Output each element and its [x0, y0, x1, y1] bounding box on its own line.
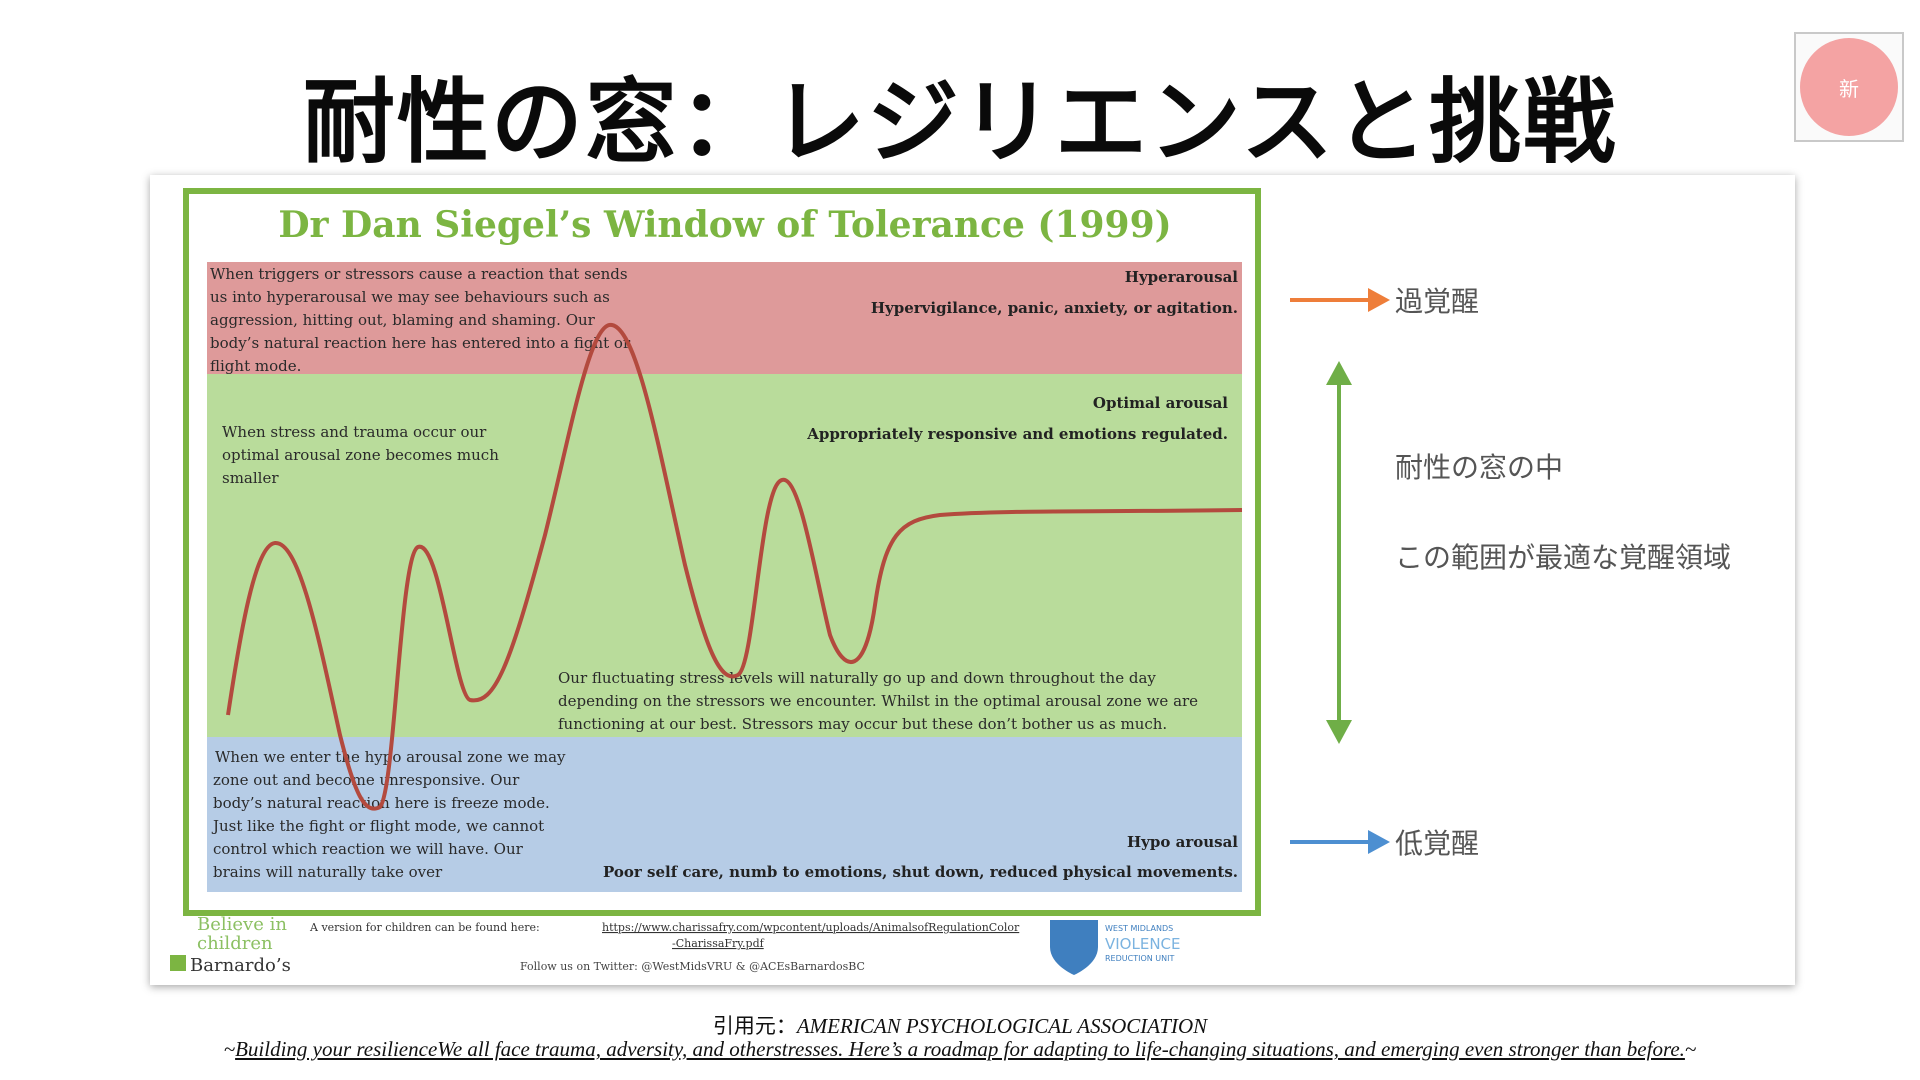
hypo-title: Hypo arousal	[1127, 833, 1238, 851]
source-article: ~Building your resilienceWe all face tra…	[0, 1037, 1920, 1062]
hypo-arrow-icon	[1368, 830, 1390, 854]
hyper-desc-line: flight mode.	[210, 357, 301, 375]
new-badge-frame: 新	[1794, 32, 1904, 142]
citation-prefix: 引用元：	[712, 1014, 797, 1038]
hyper-desc-line: us into hyperarousal we may see behaviou…	[210, 288, 610, 306]
optimal-title: Optimal arousal	[1093, 394, 1228, 412]
slide-title: 耐性の窓：レジリエンスと挑戦	[302, 69, 1618, 176]
hypo-desc-line: Just like the fight or flight mode, we c…	[211, 817, 544, 835]
believe-line-2: children	[197, 933, 273, 954]
version-text: A version for children can be found here…	[309, 921, 540, 934]
arousal-curve	[226, 322, 1243, 811]
vru-line-3: REDUCTION UNIT	[1105, 954, 1174, 963]
version-link-1[interactable]: https://www.charissafry.com/wpcontent/up…	[602, 921, 1020, 934]
version-link-2[interactable]: -CharissaFry.pdf	[672, 937, 765, 950]
citation: 引用元：AMERICAN PSYCHOLOGICAL ASSOCIATION	[0, 1010, 1920, 1040]
hypo-subtitle: Poor self care, numb to emotions, shut d…	[603, 863, 1238, 881]
hyper-desc-line: aggression, hitting out, blaming and sha…	[210, 311, 596, 329]
hypo-label: 低覚醒	[1395, 827, 1479, 860]
optimal-subtitle: Appropriately responsive and emotions re…	[806, 425, 1228, 443]
hyper-desc-line: body’s natural reaction here has entered…	[210, 334, 631, 352]
barnardos-name: Barnardo’s	[190, 955, 291, 976]
hyper-desc-line: When triggers or stressors cause a react…	[210, 265, 628, 283]
inside-window-label: 耐性の窓の中	[1395, 451, 1563, 484]
optimal-bottom-line: Our fluctuating stress levels will natur…	[558, 669, 1156, 687]
optimal-bottom-line: depending on the stressors we encounter.…	[558, 692, 1198, 710]
optimal-left-line: smaller	[222, 469, 279, 487]
figure-canvas: Dr Dan Siegel’s Window of Tolerance (199…	[170, 188, 1731, 976]
optimal-bottom-line: functioning at our best. Stressors may o…	[558, 715, 1167, 733]
citation-source: AMERICAN PSYCHOLOGICAL ASSOCIATION	[796, 1014, 1208, 1038]
tilde-close: ~	[1684, 1037, 1697, 1061]
hypoarousal-zone	[207, 737, 1242, 892]
optimal-left-line: When stress and trauma occur our	[222, 423, 487, 441]
vru-shield-icon	[1050, 920, 1098, 975]
hypo-desc-line: brains will naturally take over	[213, 863, 443, 881]
window-of-tolerance-figure: Dr Dan Siegel’s Window of Tolerance (199…	[150, 175, 1795, 985]
figure-heading: Dr Dan Siegel’s Window of Tolerance (199…	[278, 204, 1171, 246]
hypo-desc-line: zone out and become unresponsive. Our	[213, 771, 520, 789]
window-arrow-up-icon	[1326, 361, 1352, 385]
tilde-open: ~	[223, 1037, 236, 1061]
figure-frame	[183, 188, 1261, 916]
follow-text: Follow us on Twitter: @WestMidsVRU & @AC…	[520, 960, 865, 973]
believe-line-1: Believe in	[197, 914, 287, 935]
optimal-zone	[207, 374, 1242, 737]
article-link[interactable]: Building your resilienceWe all face trau…	[235, 1037, 1685, 1061]
vru-line-2: VIOLENCE	[1105, 935, 1181, 953]
hyper-subtitle: Hypervigilance, panic, anxiety, or agita…	[871, 299, 1238, 317]
optimal-range-label: この範囲が最適な覚醒領域	[1395, 541, 1731, 574]
barnardos-logo-icon	[170, 955, 186, 971]
hyper-title: Hyperarousal	[1125, 268, 1239, 286]
optimal-left-line: optimal arousal zone becomes much	[222, 446, 499, 464]
new-badge: 新	[1800, 38, 1898, 136]
hyperarousal-zone	[207, 262, 1242, 374]
hyper-label: 過覚醒	[1395, 285, 1479, 318]
hyper-arrow-icon	[1368, 288, 1390, 312]
vru-line-1: WEST MIDLANDS	[1105, 924, 1173, 933]
hypo-desc-line: control which reaction we will have. Our	[213, 840, 524, 858]
window-arrow-down-icon	[1326, 720, 1352, 744]
